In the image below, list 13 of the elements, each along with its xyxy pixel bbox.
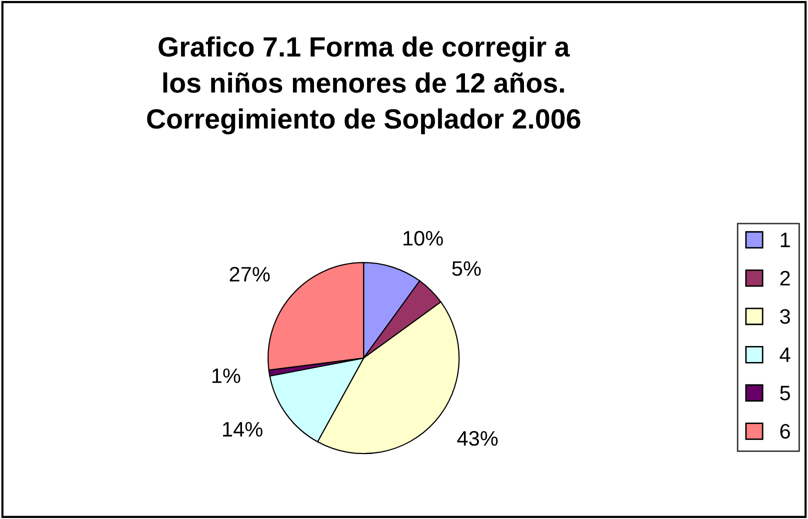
legend-label: 2 <box>780 270 790 286</box>
data-label: 10% <box>404 230 443 246</box>
data-label: 1% <box>212 368 240 384</box>
legend-label: 4 <box>780 348 790 362</box>
data-label: 27% <box>230 266 270 282</box>
legend-label: 3 <box>780 309 790 324</box>
data-label: 14% <box>223 422 262 437</box>
legend-label: 5 <box>780 386 790 400</box>
legend-label: 1 <box>780 232 790 248</box>
legend-label: 6 <box>780 424 790 439</box>
chart-title: Grafico 7.1 Forma de corregir a los niños menores de 12 años. Corregimiento de Soplador 2.006 <box>147 36 580 134</box>
data-label: 5% <box>452 261 481 276</box>
data-label: 43% <box>457 431 498 446</box>
